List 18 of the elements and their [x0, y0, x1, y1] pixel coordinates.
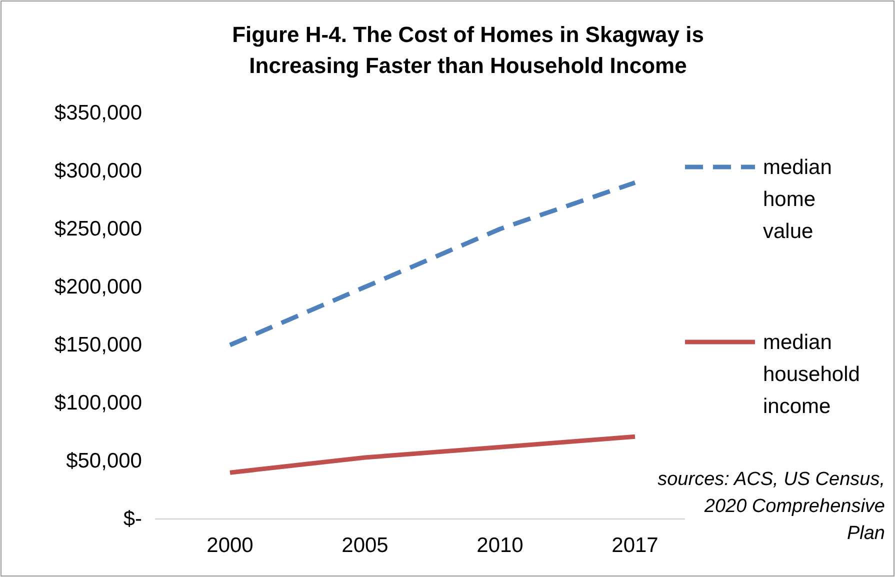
x-tick-label: 2017: [612, 534, 658, 557]
legend-label: median home value: [763, 156, 832, 243]
line-series: [228, 180, 638, 348]
y-tick-label: $300,000: [54, 160, 142, 183]
y-tick-label: $50,000: [66, 450, 142, 473]
x-tick-label: 2010: [476, 534, 524, 557]
line-series: [228, 434, 638, 475]
legend-label: median household income: [763, 331, 860, 418]
y-tick-label: $350,000: [54, 102, 142, 125]
x-tick-label: 2000: [206, 534, 254, 557]
x-tick-label: 2005: [342, 534, 388, 557]
chart-title: Figure H-4. The Cost of Homes in Skagway is Increasing Faster than Household Income: [232, 22, 704, 78]
y-tick-label: $-: [123, 508, 142, 531]
annotation: sources: ACS, US Census, 2020 Comprehensive Plan: [658, 469, 885, 544]
y-tick-label: $250,000: [54, 218, 142, 241]
y-tick-label: $150,000: [54, 334, 142, 357]
y-tick-label: $200,000: [54, 276, 142, 299]
y-tick-label: $100,000: [54, 392, 142, 415]
